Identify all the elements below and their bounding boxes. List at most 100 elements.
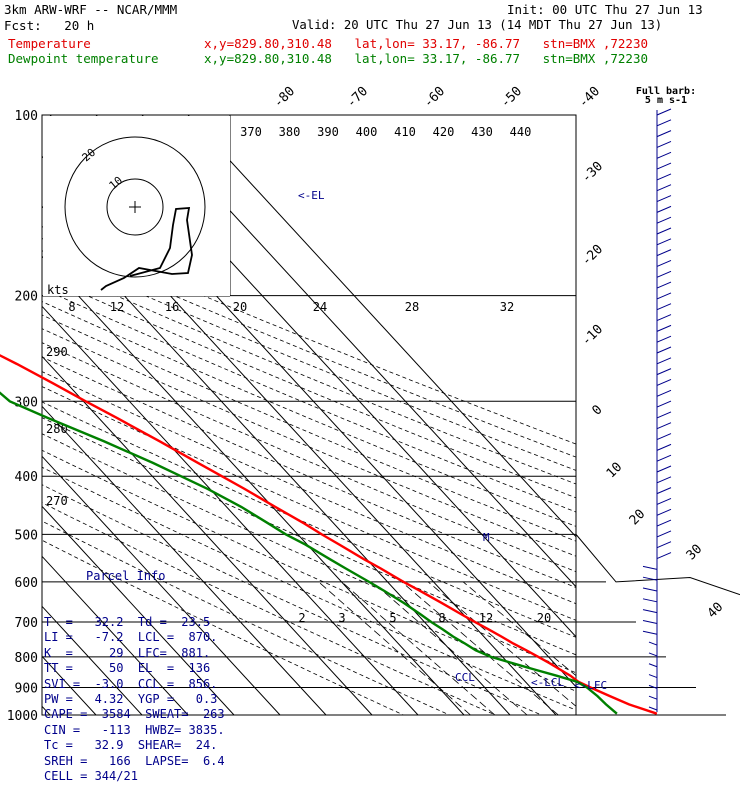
wind-barb [656,476,672,484]
wind-barb [648,663,658,668]
parcel-info-row: CAPE = 3584 SWEAT= 263 [44,707,225,722]
pressure-label: 900 [15,682,38,697]
wind-barb [642,598,658,603]
parcel-info-row: Tc = 32.9 SHEAR= 24. [44,738,218,753]
wind-barb [656,519,672,527]
hodo-speed-label: 24 [313,300,327,314]
hodo-trace [100,207,193,291]
isotherm-label: -10 [579,322,606,349]
lcl-marker: <-LCL [531,676,564,689]
wind-barb [656,303,672,311]
parcel-info-row: LI = -7.2 LCL = 870. [44,630,218,645]
isotherm-label: 40 [705,600,727,622]
isotherm-label: -30 [579,159,606,186]
isotherm-line [42,305,419,715]
wind-barb [642,630,658,635]
barb-legend-unit: 5 m s-1 [645,95,687,106]
wind-barb [642,587,658,592]
wind-barb [656,465,672,473]
temperature-legend-label: Temperature [8,36,91,51]
theta-label: 290 [46,345,68,359]
wind-barb [656,357,672,365]
wind-barb [648,674,658,679]
wind-barb [656,205,672,213]
theta-label: 420 [433,125,455,139]
wind-barb [648,695,658,700]
wind-barb [642,619,658,624]
parcel-info-row: SVI = -3.0 CCL = 856. [44,676,218,691]
hodo-ring [106,178,164,236]
wind-barb [642,609,658,614]
isotherm-line [42,255,465,715]
dry-adiabat [42,484,543,715]
parcel-info-title: Parcel Info [86,568,166,583]
mixing-ratio-line [427,581,576,707]
isotherm-label: 0 [589,402,605,418]
mixing-ratio-label: 8 [438,611,445,625]
wind-barb [648,684,658,689]
hodo-speed-label: 12 [110,300,124,314]
wind-barb [656,389,672,397]
wind-barb [648,641,658,646]
dewpoint-profile [0,391,618,715]
hodo-speed-label: 32 [500,300,514,314]
barb-legend-title: Full barb: [636,86,696,97]
dewpoint-location: x,y=829.80,310.48 lat,lon= 33.17, -86.77… [204,51,649,66]
wind-barb [656,378,672,386]
wind-barb [656,346,672,354]
mixing-ratio-label: 2 [298,611,305,625]
isotherm-line [42,605,143,715]
isotherm-line [141,115,576,588]
wind-barb [656,184,672,192]
isotherm-label: -20 [579,242,606,269]
parcel-info-row: TT = 50 EL = 136 [44,661,211,676]
wind-barb [656,216,672,224]
wind-barb [656,238,672,246]
hodo-ring [64,136,206,278]
el-marker: <-EL [298,189,325,202]
wind-barb [656,270,672,278]
isotherm-label: 10 [604,460,626,482]
wind-barb [656,411,672,419]
wind-barb [656,281,672,289]
hodo-bg [43,116,230,296]
parcel-info-row: SREH = 166 LAPSE= 6.4 [44,753,225,768]
isotherm-line [42,505,235,715]
temperature-profile [0,354,658,715]
dewpoint-legend-label: Dewpoint temperature [8,51,159,66]
wind-barb [656,249,672,257]
wind-barb [656,400,672,408]
parcel-info-row: T = 32.2 Td = 23.5 [44,615,211,630]
hodo-speed-label: 20 [233,300,247,314]
isotherm-line [42,355,373,715]
dry-adiabat [42,250,576,471]
parcel-info-row: CELL = 344/21 [44,769,138,784]
mixing-ratio-label: 5 [389,611,396,625]
isotherm-label: -40 [576,84,603,111]
wind-barb [656,227,672,235]
wind-barb [656,119,672,127]
theta-label: 430 [471,125,493,139]
wind-barb [642,565,658,570]
wind-barb [656,324,672,332]
pressure-label: 100 [15,109,38,124]
hodo-speed-label: 28 [405,300,419,314]
pressure-label: 500 [15,528,38,543]
wind-barb [656,314,672,322]
hodo-speed-label: 16 [165,300,179,314]
wind-barb [656,454,672,462]
wind-barb [656,508,672,516]
isotherm-label: -50 [498,84,525,111]
pressure-label: 700 [15,616,38,631]
wind-barb [656,552,672,560]
isotherm-label: 20 [627,507,649,529]
wind-barb [642,576,658,581]
mixing-ratio-line [318,581,471,715]
theta-label: 280 [46,422,68,436]
hodo-speed-label: 8 [68,300,75,314]
wind-barb [648,706,658,711]
wind-barb [656,173,672,181]
mixing-ratio-line [401,581,559,715]
theta-label: 410 [394,125,416,139]
